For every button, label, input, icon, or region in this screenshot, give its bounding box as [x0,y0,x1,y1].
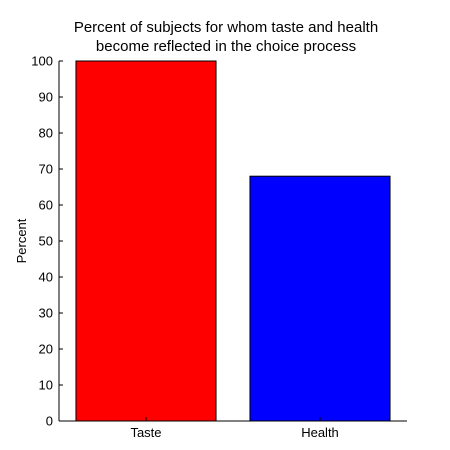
y-tick-label: 20 [39,342,53,357]
x-tick-label-taste: Taste [130,425,161,440]
x-tick-label-health: Health [301,425,339,440]
y-tick-label: 50 [39,234,53,249]
x-ticks: Taste Health [130,417,339,440]
y-tick-label: 100 [31,54,53,69]
bar-taste [75,60,217,422]
y-tick-label: 70 [39,162,53,177]
bar-health [249,175,391,422]
y-tick-label: 90 [39,90,53,105]
y-tick-label: 60 [39,198,53,213]
y-tick-label: 40 [39,270,53,285]
y-tick-label: 30 [39,306,53,321]
y-tick-label: 80 [39,126,53,141]
y-ticks: 0 10 20 30 40 50 60 70 80 90 100 [31,54,63,429]
y-axis-label: Percent [14,218,29,263]
chart-title-line-1: Percent of subjects for whom taste and h… [74,19,378,36]
chart-title-line-2: become reflected in the choice process [96,38,356,55]
bars [75,60,391,422]
y-tick-label: 0 [46,414,53,429]
chart-title: Percent of subjects for whom taste and h… [74,19,378,55]
y-tick-label: 10 [39,378,53,393]
